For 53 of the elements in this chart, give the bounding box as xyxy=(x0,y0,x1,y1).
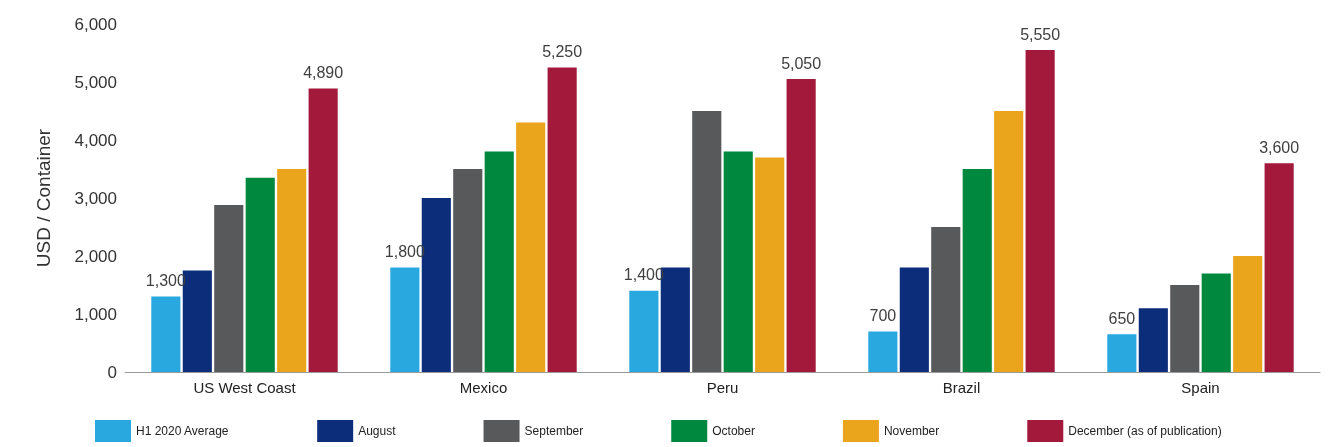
bar xyxy=(151,296,181,372)
bar xyxy=(484,151,514,372)
bar xyxy=(1138,308,1168,372)
data-label: 4,890 xyxy=(303,63,344,81)
bar xyxy=(1233,256,1263,372)
legend-label: November xyxy=(883,424,940,438)
bar xyxy=(994,111,1024,372)
x-tick-label: Peru xyxy=(706,379,739,396)
bar xyxy=(277,169,307,372)
bar xyxy=(453,169,483,372)
bar xyxy=(1201,273,1231,372)
x-tick-label: Brazil xyxy=(942,379,981,396)
bar xyxy=(629,290,659,372)
y-tick-label: 1,000 xyxy=(74,304,117,324)
bar xyxy=(931,227,961,372)
y-tick-label: 2,000 xyxy=(74,246,117,266)
bar xyxy=(868,331,898,372)
x-tick-label: US West Coast xyxy=(193,379,297,396)
data-label: 700 xyxy=(869,306,897,324)
bar xyxy=(1170,285,1200,372)
legend-label: H1 2020 Average xyxy=(136,424,229,438)
y-tick-label: 6,000 xyxy=(74,14,117,34)
y-tick-label: 5,000 xyxy=(74,72,117,92)
legend-label: August xyxy=(358,424,397,438)
bar xyxy=(962,169,992,372)
bar xyxy=(786,79,816,372)
x-tick-label: Mexico xyxy=(459,379,508,396)
legend-label: October xyxy=(712,424,755,438)
bar xyxy=(723,151,753,372)
bar xyxy=(692,111,722,372)
bar xyxy=(516,122,546,372)
y-tick-label: 4,000 xyxy=(74,130,117,150)
y-tick-label: 3,000 xyxy=(74,188,117,208)
y-axis-title: USD / Container xyxy=(33,128,54,268)
y-tick-label: 0 xyxy=(107,362,117,382)
data-label: 650 xyxy=(1108,309,1136,327)
bar xyxy=(390,267,420,372)
bar xyxy=(1264,163,1294,372)
legend-label: September xyxy=(524,424,584,438)
bar xyxy=(214,204,244,372)
bar xyxy=(1025,50,1055,372)
data-label: 3,600 xyxy=(1259,138,1300,156)
data-label: 5,050 xyxy=(781,54,822,72)
data-label: 5,250 xyxy=(542,43,583,60)
bar xyxy=(308,88,338,372)
bar xyxy=(755,157,785,372)
legend-label: December (as of publication) xyxy=(1068,424,1222,438)
x-tick-label: Spain xyxy=(1181,379,1220,396)
data-label: 5,550 xyxy=(1020,25,1061,43)
bar xyxy=(547,67,577,372)
bar xyxy=(245,177,275,372)
bar xyxy=(899,267,929,372)
bar xyxy=(1107,334,1137,372)
